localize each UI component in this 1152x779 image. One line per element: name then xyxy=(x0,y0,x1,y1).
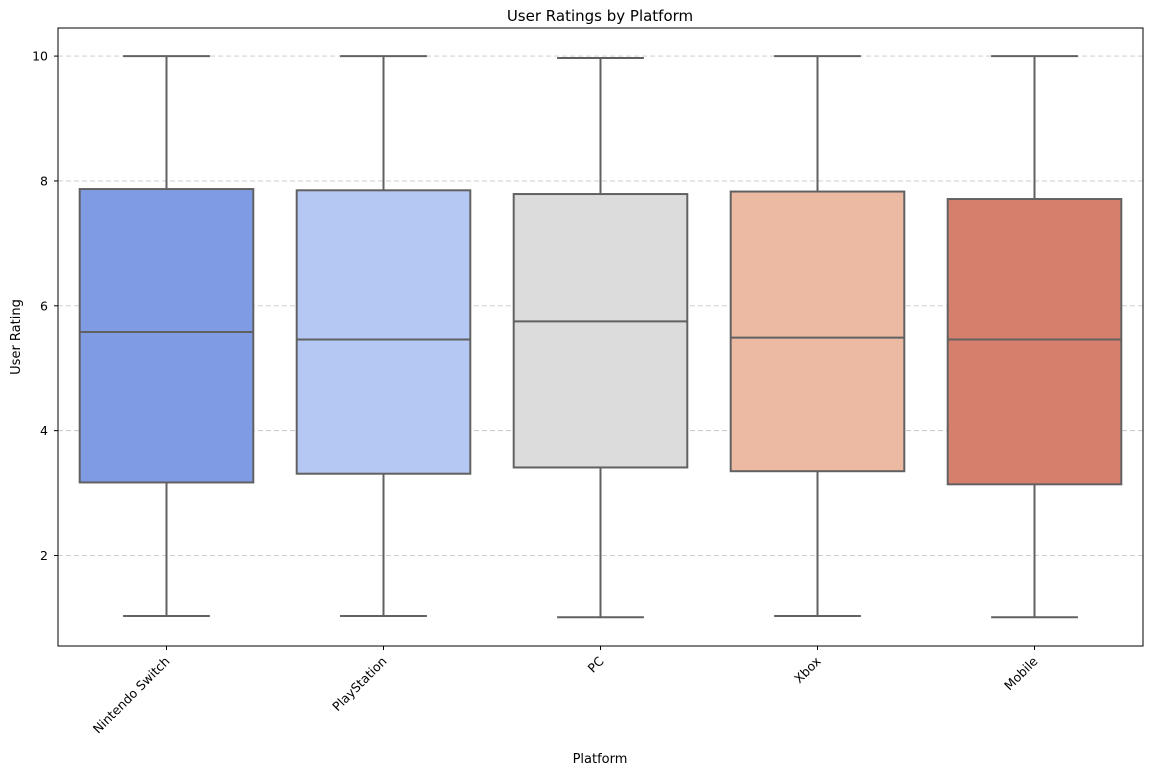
box-playstation xyxy=(295,55,472,618)
iqr-box xyxy=(729,190,906,473)
box-series xyxy=(78,55,1123,619)
x-tick-label: Mobile xyxy=(1001,653,1041,693)
y-tick-label: 8 xyxy=(40,173,48,188)
iqr-box xyxy=(78,188,255,484)
box-mobile xyxy=(946,55,1123,619)
box-xbox xyxy=(729,55,906,618)
iqr-box xyxy=(295,189,472,475)
iqr-box xyxy=(946,198,1123,486)
box-nintendo-switch xyxy=(78,55,255,618)
y-tick-label: 6 xyxy=(40,298,48,313)
y-axis-label: User Rating xyxy=(9,299,24,375)
y-tick-label: 10 xyxy=(32,49,48,64)
x-tick-label: PlayStation xyxy=(329,654,389,714)
x-tick-label: Xbox xyxy=(791,654,824,687)
x-tick-label: PC xyxy=(585,653,607,675)
box-pc xyxy=(512,56,689,619)
chart-title: User Ratings by Platform xyxy=(507,7,693,25)
iqr-box xyxy=(512,193,689,469)
x-axis-label: Platform xyxy=(573,752,628,767)
y-tick-label: 2 xyxy=(40,548,48,563)
x-tick-label: Nintendo Switch xyxy=(90,654,173,737)
y-tick-label: 4 xyxy=(40,423,48,438)
